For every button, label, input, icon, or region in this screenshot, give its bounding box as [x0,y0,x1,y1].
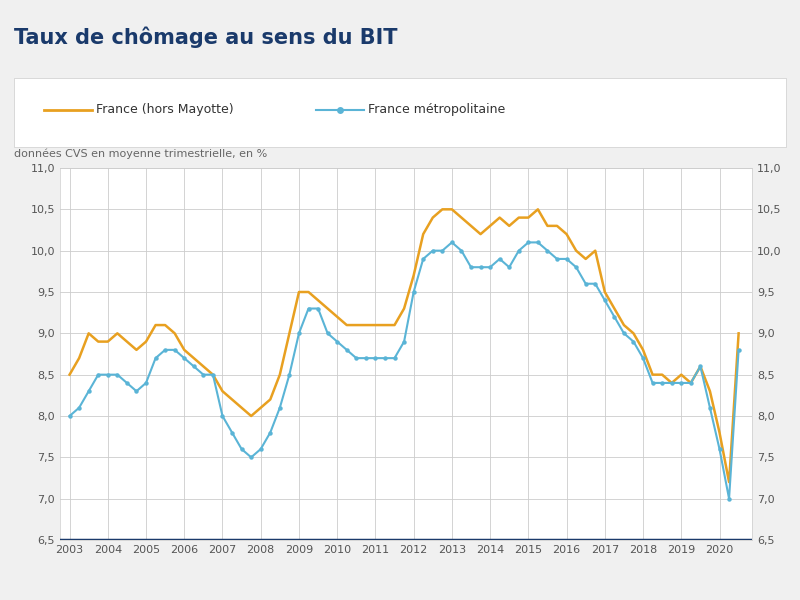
Text: France (hors Mayotte): France (hors Mayotte) [96,103,234,116]
Text: France métropolitaine: France métropolitaine [368,103,506,116]
Text: Taux de chômage au sens du BIT: Taux de chômage au sens du BIT [14,27,398,49]
Text: données CVS en moyenne trimestrielle, en %: données CVS en moyenne trimestrielle, en… [14,149,268,159]
